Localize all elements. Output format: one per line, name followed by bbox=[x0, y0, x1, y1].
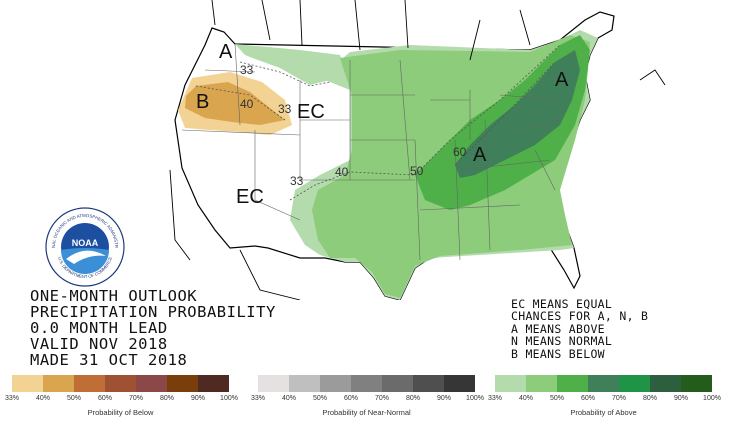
legend-below-tick-2: 50% bbox=[66, 395, 82, 402]
legend-below: 33% 40% 50% 60% 70% 80% 90% 100% Probability of… bbox=[5, 375, 238, 417]
legend-below-tick-6: 90% bbox=[190, 395, 206, 402]
legend-normal-tick-3: 60% bbox=[343, 395, 359, 402]
legend-below-swatches bbox=[12, 375, 229, 392]
legend-above-swatch-4 bbox=[619, 375, 650, 392]
label-a-northwest: A bbox=[219, 41, 233, 63]
contour-label-33-oregon: 33 bbox=[240, 63, 254, 77]
contour-label-33-idaho: 33 bbox=[278, 102, 292, 116]
state-borders bbox=[181, 43, 561, 261]
above-33-region bbox=[235, 44, 345, 85]
legend-below-swatch-1 bbox=[43, 375, 74, 392]
legend-notes: EC MEANS EQUAL CHANCES FOR A, N, B A MEA… bbox=[511, 298, 648, 360]
legend-above-tick-4: 70% bbox=[611, 395, 627, 402]
contour-label-33-newmexico: 33 bbox=[290, 174, 304, 188]
legend-above-ticks: 33% 40% 50% 60% 70% 80% 90% 100% bbox=[488, 395, 721, 407]
legend-normal-swatches bbox=[258, 375, 475, 392]
legend-below-swatch-2 bbox=[74, 375, 105, 392]
legend-below-tick-3: 60% bbox=[97, 395, 113, 402]
legend-above-swatch-0 bbox=[495, 375, 526, 392]
label-a-ohio-valley: A bbox=[473, 144, 487, 166]
contours bbox=[195, 44, 561, 201]
legend-normal-swatch-0 bbox=[258, 375, 289, 392]
legend-below-swatch-3 bbox=[105, 375, 136, 392]
legend-below-tick-4: 70% bbox=[128, 395, 144, 402]
legend-above-tick-7: 100% bbox=[703, 395, 721, 402]
legend-above-tick-0: 33% bbox=[487, 395, 503, 402]
legend-above-swatch-5 bbox=[650, 375, 681, 392]
label-b-oregon: B bbox=[196, 91, 209, 113]
outlook-line-lead: 0.0 MONTH LEAD bbox=[30, 319, 168, 337]
noaa-logo: NOAA NATIONAL OCEANIC AND ATMOSPHERIC AD… bbox=[44, 206, 125, 287]
legend-below-tick-1: 40% bbox=[35, 395, 51, 402]
legend-above-tick-5: 80% bbox=[642, 395, 658, 402]
legend-above-title: Probability of Above bbox=[570, 408, 637, 417]
legend-below-tick-0: 33% bbox=[4, 395, 20, 402]
outlook-text-block: ONE-MONTH OUTLOOK PRECIPITATION PROBABIL… bbox=[30, 288, 276, 368]
note-ec: EC MEANS EQUAL bbox=[511, 297, 613, 311]
legend-above: 33% 40% 50% 60% 70% 80% 90% 100% Probability of… bbox=[488, 375, 721, 417]
contour-label-40-idaho: 40 bbox=[240, 97, 254, 111]
legend-normal-tick-4: 70% bbox=[374, 395, 390, 402]
precipitation-outlook-map: 33 40 33 33 40 50 60 A B EC EC A A bbox=[169, 0, 666, 300]
legend-above-tick-1: 40% bbox=[518, 395, 534, 402]
legend-above-swatch-3 bbox=[588, 375, 619, 392]
outlook-line-made: MADE 31 OCT 2018 bbox=[30, 351, 188, 369]
legend-below-swatch-0 bbox=[12, 375, 43, 392]
contour-label-40-texas: 40 bbox=[335, 165, 349, 179]
contour-label-50-missouri: 50 bbox=[410, 164, 424, 178]
legend-above-tick-3: 60% bbox=[580, 395, 596, 402]
legend-above-swatch-1 bbox=[526, 375, 557, 392]
legend-below-swatch-5 bbox=[167, 375, 198, 392]
legend-normal-title: Probability of Near-Normal bbox=[322, 408, 411, 417]
legend-normal-tick-6: 90% bbox=[436, 395, 452, 402]
legend-normal-tick-2: 50% bbox=[312, 395, 328, 402]
legend-above-tick-2: 50% bbox=[549, 395, 565, 402]
legend-above-swatch-2 bbox=[557, 375, 588, 392]
note-normal: N MEANS NORMAL bbox=[511, 334, 613, 349]
outlook-line-valid: VALID NOV 2018 bbox=[30, 335, 168, 353]
label-ec-west: EC bbox=[297, 101, 325, 123]
legend-normal-swatch-6 bbox=[444, 375, 475, 392]
legend-below-ticks: 33% 40% 50% 60% 70% 80% 90% 100% bbox=[5, 395, 238, 407]
legend-normal-swatch-2 bbox=[320, 375, 351, 392]
legend-normal-swatch-1 bbox=[289, 375, 320, 392]
legend-above-swatches bbox=[495, 375, 712, 392]
note-above: A MEANS ABOVE bbox=[511, 321, 605, 336]
legend-below-tick-7: 100% bbox=[220, 395, 238, 402]
legend-above-swatch-6 bbox=[681, 375, 712, 392]
legend-below-title: Probability of Below bbox=[87, 408, 154, 417]
legend-below-swatch-6 bbox=[198, 375, 229, 392]
outlook-line-variable: PRECIPITATION PROBABILITY bbox=[30, 303, 276, 321]
legend-above-tick-6: 90% bbox=[673, 395, 689, 402]
legend-normal-ticks: 33% 40% 50% 60% 70% 80% 90% 100% bbox=[251, 395, 484, 407]
legend-normal-swatch-4 bbox=[382, 375, 413, 392]
legend-below-swatch-4 bbox=[136, 375, 167, 392]
legend-normal-tick-1: 40% bbox=[281, 395, 297, 402]
legend-normal-tick-7: 100% bbox=[466, 395, 484, 402]
noaa-logo-text: NOAA bbox=[72, 238, 99, 248]
label-a-northeast: A bbox=[555, 69, 569, 91]
outlook-line-title: ONE-MONTH OUTLOOK bbox=[30, 287, 198, 305]
note-chances: CHANCES FOR A, N, B bbox=[511, 309, 649, 324]
legend-below-tick-5: 80% bbox=[159, 395, 175, 402]
note-below: B MEANS BELOW bbox=[511, 346, 605, 361]
legend-normal: 33% 40% 50% 60% 70% 80% 90% 100% Probability of… bbox=[251, 375, 484, 417]
legend-normal-tick-5: 80% bbox=[405, 395, 421, 402]
contour-label-60-kentucky: 60 bbox=[453, 145, 467, 159]
border-lines bbox=[169, 0, 666, 300]
legend-normal-swatch-5 bbox=[413, 375, 444, 392]
label-ec-southwest: EC bbox=[236, 186, 264, 208]
below-40-region bbox=[185, 82, 285, 125]
legend-normal-swatch-3 bbox=[351, 375, 382, 392]
legend-normal-tick-0: 33% bbox=[250, 395, 266, 402]
